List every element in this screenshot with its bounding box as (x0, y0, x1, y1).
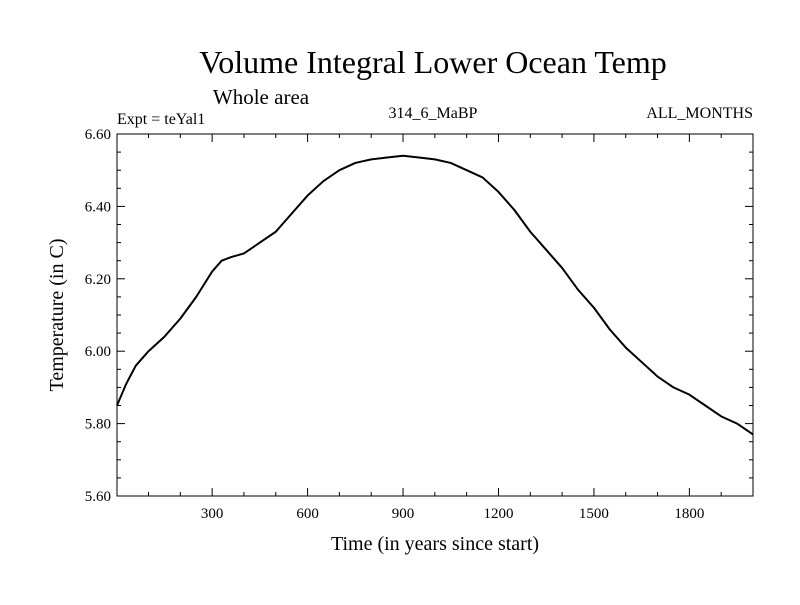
x-tick-label: 1500 (579, 506, 609, 522)
series-line (116, 154, 754, 436)
y-tick-label: 6.60 (85, 127, 111, 143)
chart-title: Volume Integral Lower Ocean Temp (199, 44, 667, 80)
y-tick-labels: 5.60 5.80 6.00 6.20 6.40 6.60 (85, 127, 111, 505)
x-tick-label: 300 (201, 506, 224, 522)
chart-subtitle: Whole area (213, 85, 310, 109)
run-label: 314_6_MaBP (389, 105, 478, 122)
x-tick-label: 900 (392, 506, 415, 522)
axis-ticks (117, 133, 753, 497)
y-tick-label: 6.20 (85, 272, 111, 288)
x-tick-label: 1800 (674, 506, 704, 522)
y-axis-title: Temperature (in C) (46, 239, 68, 392)
y-tick-label: 5.80 (85, 417, 111, 433)
plot-frame (116, 133, 754, 497)
y-tick-label: 5.60 (85, 489, 111, 505)
experiment-label: Expt = teYal1 (117, 111, 205, 128)
x-tick-label: 1200 (483, 506, 513, 522)
y-tick-label: 6.00 (85, 344, 111, 360)
x-tick-label: 600 (296, 506, 319, 522)
x-axis-title: Time (in years since start) (331, 533, 539, 555)
x-tick-labels: 300 600 900 1200 1500 1800 (201, 506, 704, 522)
y-tick-label: 6.40 (85, 199, 111, 215)
period-label: ALL_MONTHS (646, 105, 753, 122)
